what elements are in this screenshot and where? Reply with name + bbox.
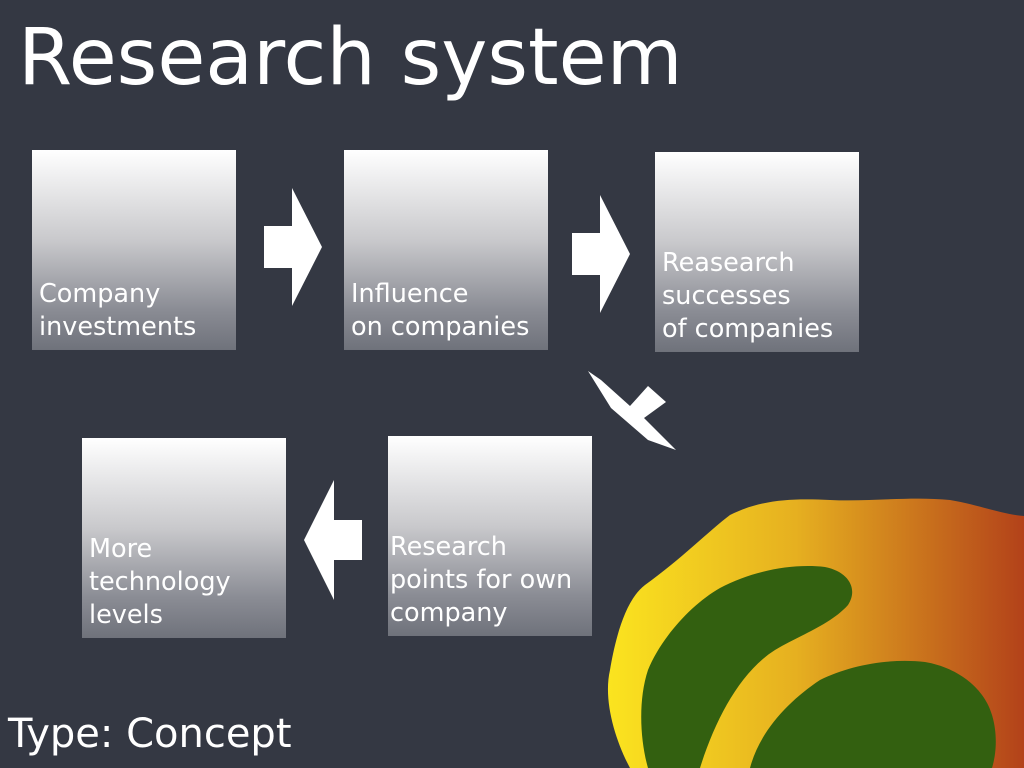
box-research-successes: Reasearch successes of companies [655, 152, 859, 352]
box-technology-levels: More technology levels [82, 438, 286, 638]
arrow-down-left-icon [588, 371, 676, 450]
type-label: Type: Concept [8, 711, 292, 757]
box-label: More technology levels [89, 534, 231, 630]
arrow-right-icon [572, 195, 630, 313]
box-company-investments: Company investments [32, 150, 236, 350]
box-influence-on-companies: Influence on companies [344, 150, 548, 350]
box-label: Influence on companies [351, 279, 530, 342]
page-title: Research system [18, 13, 683, 103]
arrow-left-icon [304, 480, 362, 600]
box-research-points: Research points for own company [388, 436, 592, 636]
box-label: Company investments [39, 279, 197, 342]
box-label: Research points for own company [390, 532, 573, 628]
box-label: Reasearch successes of companies [662, 248, 834, 344]
arrow-right-icon [264, 188, 322, 306]
